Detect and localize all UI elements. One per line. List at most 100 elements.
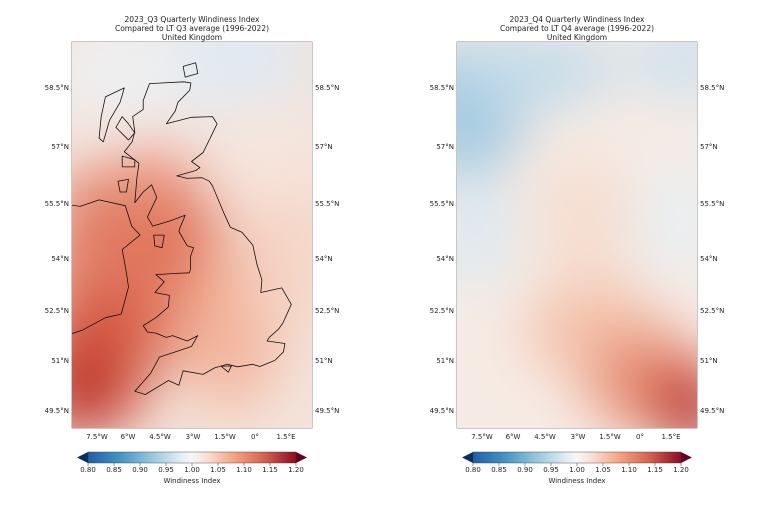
lon-label: 0° (251, 433, 259, 441)
lat-label: 55.5°N (315, 200, 339, 208)
lat-label: 52.5°N (430, 307, 454, 315)
field-blob (245, 160, 312, 340)
lat-label: 49.5°N (700, 407, 724, 415)
colorbar-tick-label: 0.95 (158, 466, 174, 474)
lat-label: 52.5°N (45, 307, 69, 315)
coastline (123, 81, 292, 395)
lat-label: 54°N (51, 255, 69, 263)
coastlines (72, 62, 292, 395)
lon-label: 1.5°W (214, 433, 236, 441)
field-blob (200, 100, 312, 200)
field-blobs (457, 42, 697, 428)
colorbar-tick-label: 0.80 (465, 466, 481, 474)
coastline (117, 179, 129, 193)
field-blob (457, 42, 615, 110)
field-blob (457, 170, 515, 290)
lat-label: 58.5°N (45, 84, 69, 92)
lat-label: 55.5°N (700, 200, 724, 208)
lat-label: 54°N (436, 255, 454, 263)
panel-title: United Kingdom (547, 33, 607, 42)
lat-label: 49.5°N (315, 407, 339, 415)
colorbar-tick-label: 1.20 (673, 466, 689, 474)
lat-label: 57°N (315, 143, 333, 151)
windiness-field (457, 42, 697, 428)
colorbar-tick-label: 0.95 (543, 466, 559, 474)
lon-label: 1.5°W (599, 433, 621, 441)
lat-label: 55.5°N (430, 200, 454, 208)
lat-label: 57°N (436, 143, 454, 151)
colorbar-tick-label: 1.15 (647, 466, 663, 474)
colorbar-tick-label: 1.05 (210, 466, 226, 474)
field-blob (150, 42, 310, 120)
colorbar-tick-label: 0.80 (80, 466, 96, 474)
lat-label: 58.5°N (430, 84, 454, 92)
panel-title: Compared to LT Q4 average (1996-2022) (500, 24, 654, 33)
lat-label: 57°N (700, 143, 718, 151)
field-blob (72, 355, 115, 428)
lon-label: 3°W (186, 433, 201, 441)
lat-label: 58.5°N (700, 84, 724, 92)
lat-label: 52.5°N (315, 307, 339, 315)
colorbar-tick-label: 0.85 (491, 466, 507, 474)
field-blob (670, 395, 697, 428)
colorbar-tick-label: 1.00 (184, 466, 200, 474)
lat-label: 51°N (51, 357, 69, 365)
colorbar-tick-label: 0.85 (106, 466, 122, 474)
colorbar (472, 451, 682, 464)
field-blob (635, 160, 697, 280)
lon-label: 0° (636, 433, 644, 441)
panel-title: United Kingdom (162, 33, 222, 42)
coastline (72, 199, 141, 335)
lon-label: 6°W (121, 433, 136, 441)
lat-label: 52.5°N (700, 307, 724, 315)
field-blobs (72, 42, 312, 428)
colorbar-tick-label: 1.00 (569, 466, 585, 474)
colorbar-tick-label: 1.05 (595, 466, 611, 474)
colorbar-tick-label: 1.10 (621, 466, 637, 474)
lon-label: 3°W (571, 433, 586, 441)
coastline (220, 365, 232, 373)
panel-title: 2023_Q4 Quarterly Windiness Index (510, 15, 645, 24)
lat-label: 51°N (700, 357, 718, 365)
lon-label: 1.5°E (661, 433, 680, 441)
panel-title: 2023_Q3 Quarterly Windiness Index (125, 15, 260, 24)
lon-label: 4.5°W (534, 433, 556, 441)
colorbar-tick-label: 1.20 (288, 466, 304, 474)
colorbar-label: Windiness Index (163, 477, 220, 485)
lon-label: 6°W (506, 433, 521, 441)
lat-label: 54°N (315, 255, 333, 263)
lon-label: 7.5°W (86, 433, 108, 441)
colorbar-tick-label: 0.90 (517, 466, 533, 474)
colorbar-tick-label: 1.10 (236, 466, 252, 474)
colorbar (87, 451, 297, 464)
colorbar-extend (296, 452, 307, 463)
coastline (182, 62, 199, 78)
field-blob (535, 160, 635, 280)
lat-label: 51°N (436, 357, 454, 365)
coastline (121, 155, 136, 168)
lon-label: 7.5°W (471, 433, 493, 441)
lat-label: 58.5°N (315, 84, 339, 92)
field-blob (625, 42, 697, 100)
colorbar-tick-label: 1.15 (262, 466, 278, 474)
colorbar-tick-label: 0.90 (132, 466, 148, 474)
lon-label: 1.5°E (276, 433, 295, 441)
coastline (98, 87, 125, 143)
lat-label: 55.5°N (45, 200, 69, 208)
coastline (115, 116, 136, 141)
lon-label: 4.5°W (149, 433, 171, 441)
colorbar-extend (681, 452, 692, 463)
lat-label: 54°N (700, 255, 718, 263)
coastline (153, 234, 165, 249)
lat-label: 57°N (51, 143, 69, 151)
field-blob (72, 42, 190, 120)
windiness-field (72, 42, 312, 428)
colorbar-label: Windiness Index (548, 477, 605, 485)
lat-label: 51°N (315, 357, 333, 365)
colorbar-extend (77, 452, 88, 463)
lat-label: 49.5°N (430, 407, 454, 415)
colorbar-extend (462, 452, 473, 463)
panel-title: Compared to LT Q3 average (1996-2022) (115, 24, 269, 33)
